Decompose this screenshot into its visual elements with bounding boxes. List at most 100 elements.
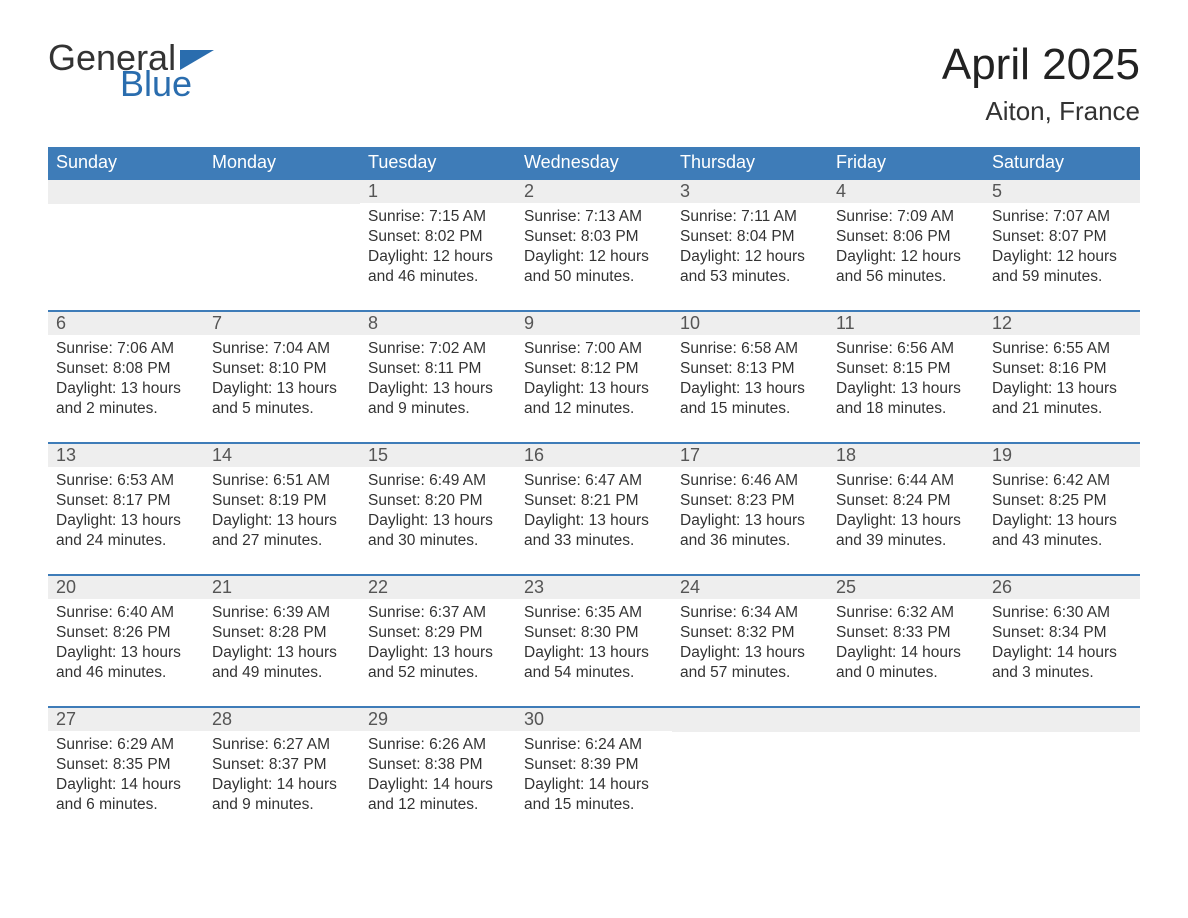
day-details: Sunrise: 6:42 AMSunset: 8:25 PMDaylight:…: [984, 467, 1140, 556]
calendar-day-cell: 16Sunrise: 6:47 AMSunset: 8:21 PMDayligh…: [516, 443, 672, 575]
calendar-day-cell: 30Sunrise: 6:24 AMSunset: 8:39 PMDayligh…: [516, 707, 672, 839]
day-number: 16: [516, 444, 672, 467]
day-sunset: Sunset: 8:07 PM: [992, 227, 1132, 247]
day-sunrise: Sunrise: 6:55 AM: [992, 339, 1132, 359]
day-number: [828, 708, 984, 732]
logo-text-blue: Blue: [120, 66, 214, 102]
day-daylight2: and 49 minutes.: [212, 663, 352, 683]
day-sunrise: Sunrise: 6:49 AM: [368, 471, 508, 491]
weekday-header: Wednesday: [516, 147, 672, 179]
calendar-day-cell: 17Sunrise: 6:46 AMSunset: 8:23 PMDayligh…: [672, 443, 828, 575]
day-daylight2: and 53 minutes.: [680, 267, 820, 287]
day-sunrise: Sunrise: 6:39 AM: [212, 603, 352, 623]
weekday-header: Monday: [204, 147, 360, 179]
day-details: Sunrise: 6:53 AMSunset: 8:17 PMDaylight:…: [48, 467, 204, 556]
day-sunset: Sunset: 8:35 PM: [56, 755, 196, 775]
day-sunset: Sunset: 8:04 PM: [680, 227, 820, 247]
day-daylight2: and 50 minutes.: [524, 267, 664, 287]
day-daylight2: and 52 minutes.: [368, 663, 508, 683]
day-details: Sunrise: 6:47 AMSunset: 8:21 PMDaylight:…: [516, 467, 672, 556]
calendar-day-cell: [828, 707, 984, 839]
day-details: Sunrise: 6:51 AMSunset: 8:19 PMDaylight:…: [204, 467, 360, 556]
day-daylight2: and 24 minutes.: [56, 531, 196, 551]
day-sunrise: Sunrise: 7:07 AM: [992, 207, 1132, 227]
day-daylight1: Daylight: 13 hours: [836, 511, 976, 531]
day-number: [672, 708, 828, 732]
day-details: Sunrise: 6:30 AMSunset: 8:34 PMDaylight:…: [984, 599, 1140, 688]
calendar-week-row: 6Sunrise: 7:06 AMSunset: 8:08 PMDaylight…: [48, 311, 1140, 443]
day-sunrise: Sunrise: 6:37 AM: [368, 603, 508, 623]
day-sunrise: Sunrise: 6:34 AM: [680, 603, 820, 623]
day-details: Sunrise: 6:32 AMSunset: 8:33 PMDaylight:…: [828, 599, 984, 688]
day-number: 11: [828, 312, 984, 335]
day-sunrise: Sunrise: 7:02 AM: [368, 339, 508, 359]
day-number: 2: [516, 180, 672, 203]
day-number: 1: [360, 180, 516, 203]
calendar-week-row: 1Sunrise: 7:15 AMSunset: 8:02 PMDaylight…: [48, 179, 1140, 311]
day-daylight2: and 54 minutes.: [524, 663, 664, 683]
day-daylight2: and 46 minutes.: [56, 663, 196, 683]
day-details: Sunrise: 6:26 AMSunset: 8:38 PMDaylight:…: [360, 731, 516, 820]
day-daylight1: Daylight: 14 hours: [212, 775, 352, 795]
calendar-day-cell: 9Sunrise: 7:00 AMSunset: 8:12 PMDaylight…: [516, 311, 672, 443]
day-sunset: Sunset: 8:16 PM: [992, 359, 1132, 379]
calendar-day-cell: 29Sunrise: 6:26 AMSunset: 8:38 PMDayligh…: [360, 707, 516, 839]
day-sunrise: Sunrise: 7:00 AM: [524, 339, 664, 359]
day-daylight1: Daylight: 13 hours: [212, 511, 352, 531]
day-sunrise: Sunrise: 7:11 AM: [680, 207, 820, 227]
day-sunset: Sunset: 8:30 PM: [524, 623, 664, 643]
day-number: 7: [204, 312, 360, 335]
day-sunrise: Sunrise: 6:24 AM: [524, 735, 664, 755]
calendar-day-cell: 13Sunrise: 6:53 AMSunset: 8:17 PMDayligh…: [48, 443, 204, 575]
day-details: Sunrise: 6:55 AMSunset: 8:16 PMDaylight:…: [984, 335, 1140, 424]
day-number: 4: [828, 180, 984, 203]
day-number: 27: [48, 708, 204, 731]
title-block: April 2025 Aiton, France: [942, 40, 1140, 127]
calendar-day-cell: 8Sunrise: 7:02 AMSunset: 8:11 PMDaylight…: [360, 311, 516, 443]
day-sunrise: Sunrise: 7:15 AM: [368, 207, 508, 227]
day-sunrise: Sunrise: 6:30 AM: [992, 603, 1132, 623]
day-details: Sunrise: 6:49 AMSunset: 8:20 PMDaylight:…: [360, 467, 516, 556]
calendar-day-cell: 1Sunrise: 7:15 AMSunset: 8:02 PMDaylight…: [360, 179, 516, 311]
day-details: Sunrise: 7:00 AMSunset: 8:12 PMDaylight:…: [516, 335, 672, 424]
day-number: 10: [672, 312, 828, 335]
calendar-day-cell: 20Sunrise: 6:40 AMSunset: 8:26 PMDayligh…: [48, 575, 204, 707]
day-daylight1: Daylight: 13 hours: [680, 379, 820, 399]
day-sunset: Sunset: 8:28 PM: [212, 623, 352, 643]
calendar-day-cell: 23Sunrise: 6:35 AMSunset: 8:30 PMDayligh…: [516, 575, 672, 707]
day-sunrise: Sunrise: 6:56 AM: [836, 339, 976, 359]
day-sunset: Sunset: 8:25 PM: [992, 491, 1132, 511]
day-daylight1: Daylight: 12 hours: [368, 247, 508, 267]
day-details: Sunrise: 7:09 AMSunset: 8:06 PMDaylight:…: [828, 203, 984, 292]
day-number: 17: [672, 444, 828, 467]
calendar-day-cell: 2Sunrise: 7:13 AMSunset: 8:03 PMDaylight…: [516, 179, 672, 311]
day-daylight1: Daylight: 13 hours: [524, 511, 664, 531]
day-number: 19: [984, 444, 1140, 467]
day-daylight2: and 0 minutes.: [836, 663, 976, 683]
day-daylight1: Daylight: 14 hours: [836, 643, 976, 663]
day-sunrise: Sunrise: 6:53 AM: [56, 471, 196, 491]
day-number: 6: [48, 312, 204, 335]
calendar-day-cell: [672, 707, 828, 839]
day-number: 30: [516, 708, 672, 731]
day-number: 18: [828, 444, 984, 467]
day-number: 26: [984, 576, 1140, 599]
day-daylight2: and 3 minutes.: [992, 663, 1132, 683]
day-number: 8: [360, 312, 516, 335]
day-daylight1: Daylight: 13 hours: [524, 379, 664, 399]
day-details: Sunrise: 7:04 AMSunset: 8:10 PMDaylight:…: [204, 335, 360, 424]
day-details: Sunrise: 6:35 AMSunset: 8:30 PMDaylight:…: [516, 599, 672, 688]
day-sunset: Sunset: 8:26 PM: [56, 623, 196, 643]
calendar-day-cell: [204, 179, 360, 311]
header: General Blue April 2025 Aiton, France: [48, 40, 1140, 127]
logo: General Blue: [48, 40, 214, 102]
calendar-table: Sunday Monday Tuesday Wednesday Thursday…: [48, 147, 1140, 839]
weekday-header-row: Sunday Monday Tuesday Wednesday Thursday…: [48, 147, 1140, 179]
weekday-header: Friday: [828, 147, 984, 179]
day-daylight2: and 2 minutes.: [56, 399, 196, 419]
day-sunrise: Sunrise: 6:40 AM: [56, 603, 196, 623]
day-number: 5: [984, 180, 1140, 203]
day-number: 3: [672, 180, 828, 203]
day-daylight2: and 27 minutes.: [212, 531, 352, 551]
day-details: Sunrise: 6:58 AMSunset: 8:13 PMDaylight:…: [672, 335, 828, 424]
